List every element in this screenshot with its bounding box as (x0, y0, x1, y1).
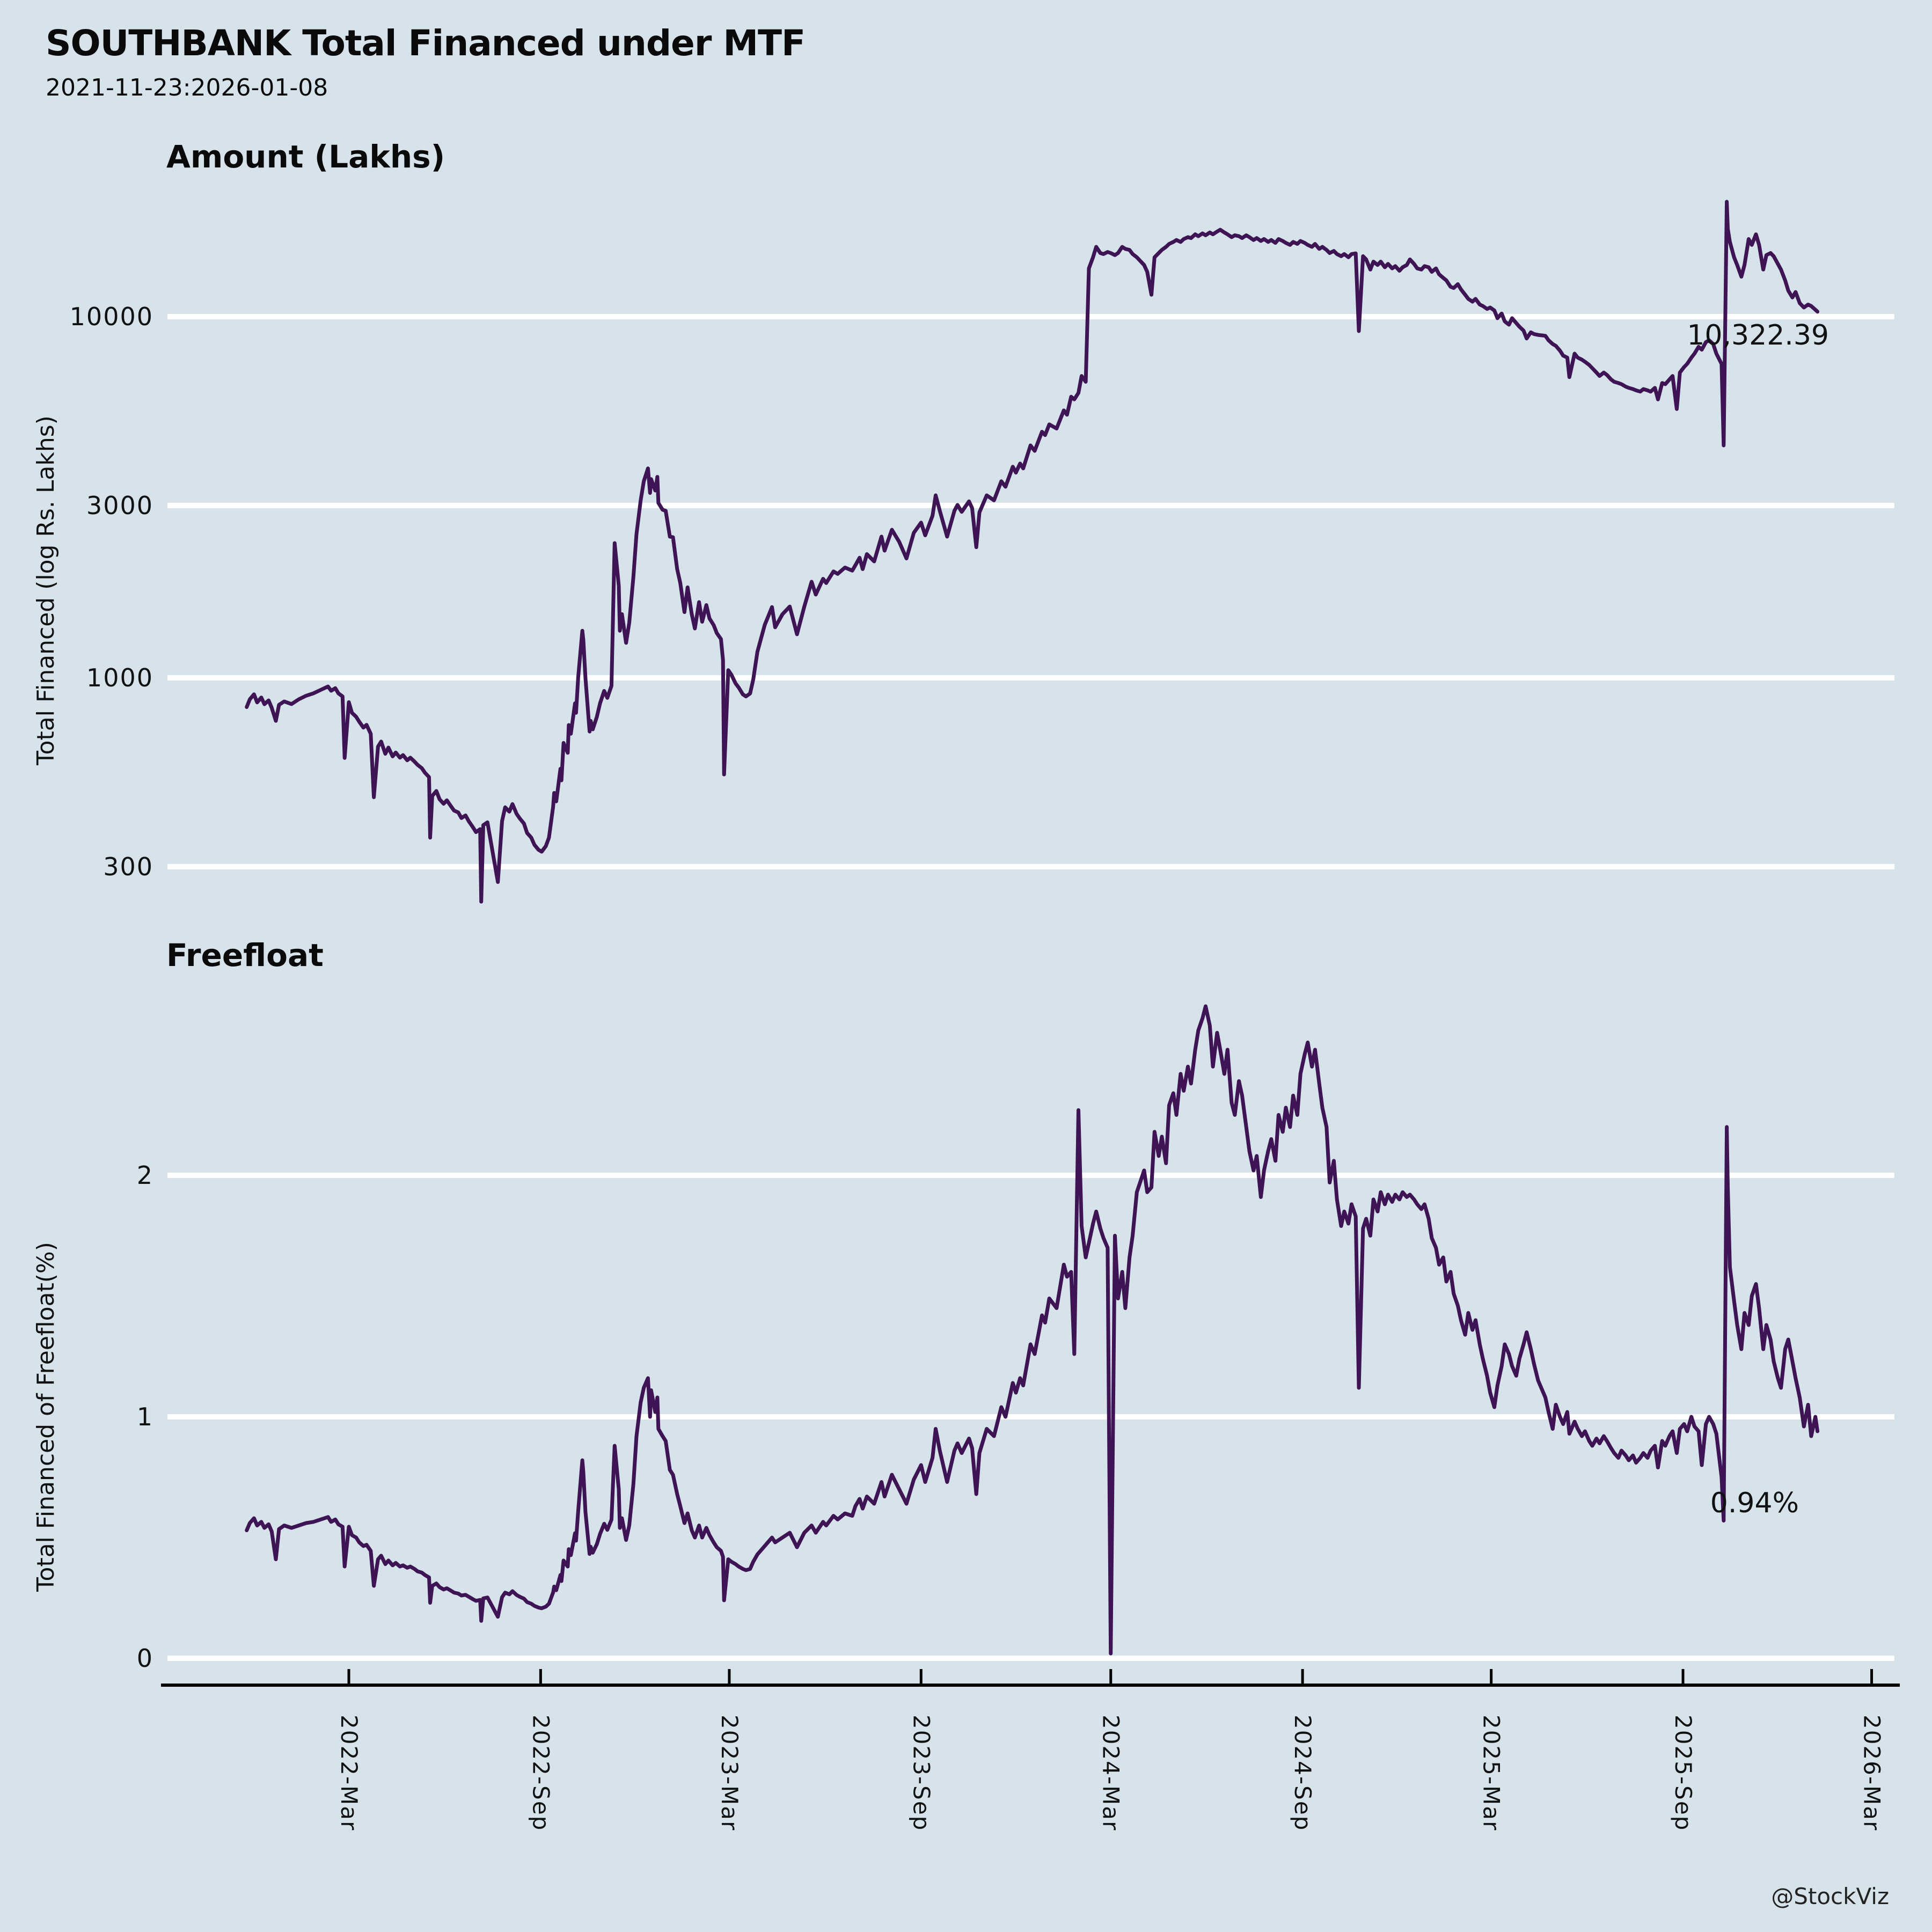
y-axis-label-freefloat: Total Financed of Freefloat(%) (32, 1242, 60, 1592)
ytick-freefloat-1: 1 (137, 1402, 153, 1431)
xtick-label-2023-Sep: 2023-Sep (908, 1715, 934, 1831)
ytick-amount-3000: 3000 (86, 491, 153, 520)
xtick-label-2023-Mar: 2023-Mar (716, 1715, 743, 1831)
y-tick-labels: 10000 3000 1000 300 2 1 0 (70, 302, 153, 1673)
xtick-label-2024-Sep: 2024-Sep (1290, 1715, 1316, 1831)
y-axis-label-amount: Total Financed (log Rs. Lakhs) (32, 415, 60, 766)
x-tick-labels: 2022-Mar 2022-Sep 2023-Mar 2023-Sep 2024-Mar… (336, 1715, 1885, 1831)
stockviz-watermark: @StockViz (1771, 1883, 1889, 1909)
ytick-amount-300: 300 (103, 852, 153, 881)
xtick-label-2026-Mar: 2026-Mar (1859, 1715, 1885, 1831)
ytick-amount-10000: 10000 (70, 302, 153, 331)
gridlines (167, 314, 1894, 1661)
panel-title-amount: Amount (Lakhs) (166, 138, 445, 175)
ytick-amount-1000: 1000 (86, 663, 153, 692)
freefloat-last-value-label: 0.94% (1710, 1487, 1799, 1519)
xtick-label-2022-Sep: 2022-Sep (528, 1715, 554, 1831)
panel-title-freefloat: Freefloat (166, 937, 324, 974)
page-title: SOUTHBANK Total Financed under MTF (46, 23, 806, 64)
page-subtitle: 2021-11-23:2026-01-08 (46, 74, 328, 101)
x-axis (161, 1669, 1900, 1687)
amount-last-value-label: 10,322.39 (1687, 319, 1829, 352)
xtick-label-2025-Sep: 2025-Sep (1670, 1715, 1696, 1831)
freefloat-line-series (245, 1004, 1820, 1656)
xtick-label-2024-Mar: 2024-Mar (1098, 1715, 1124, 1831)
xtick-label-2022-Mar: 2022-Mar (336, 1715, 362, 1831)
amount-line-series (245, 200, 1820, 904)
ytick-freefloat-0: 0 (137, 1644, 153, 1673)
ytick-freefloat-2: 2 (137, 1161, 153, 1190)
xtick-label-2025-Mar: 2025-Mar (1479, 1715, 1505, 1831)
